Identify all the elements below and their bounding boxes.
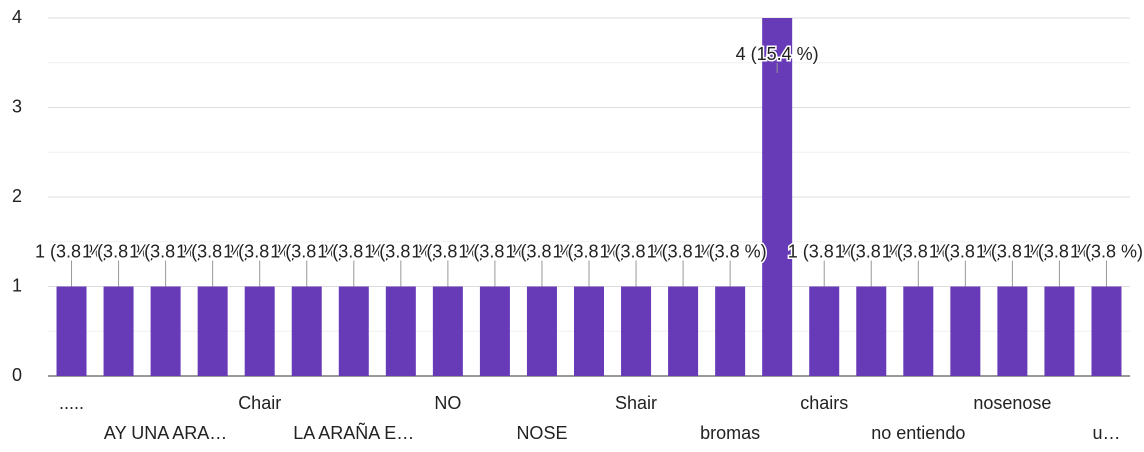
x-tick-label: u… bbox=[1092, 423, 1120, 443]
data-label: 1 (3.8 %) bbox=[505, 241, 578, 261]
y-tick-label: 3 bbox=[12, 96, 22, 116]
bar bbox=[1044, 286, 1075, 376]
x-tick-label: Shair bbox=[615, 393, 657, 413]
y-tick-label: 2 bbox=[12, 186, 22, 206]
bar bbox=[103, 286, 134, 376]
y-tick-label: 4 bbox=[12, 7, 22, 27]
bar bbox=[574, 286, 604, 376]
x-tick-label: LA ARAÑA E… bbox=[293, 422, 414, 443]
bar bbox=[150, 286, 181, 376]
data-label: 1 (3.8 %) bbox=[835, 241, 908, 261]
bar bbox=[56, 286, 87, 376]
x-tick-label: NOSE bbox=[516, 423, 567, 443]
x-tick-label: nosenose bbox=[973, 393, 1051, 413]
bar bbox=[762, 18, 793, 376]
data-label: 1 (3.8 %) bbox=[223, 241, 296, 261]
data-label: 1 (3.8 %) bbox=[929, 241, 1002, 261]
data-label: 1 (3.8 %) bbox=[364, 241, 437, 261]
data-label: 1 (3.8 %) bbox=[647, 241, 720, 261]
bar bbox=[1091, 286, 1122, 376]
bar bbox=[197, 286, 228, 376]
data-label: 4 (15.4 %) bbox=[736, 44, 819, 64]
bar bbox=[526, 286, 557, 376]
data-label: 1 (3.8 %) bbox=[35, 241, 108, 261]
data-label: 1 (3.8 %) bbox=[882, 241, 955, 261]
x-tick-label: Chair bbox=[238, 393, 281, 413]
bar bbox=[809, 286, 840, 376]
bar bbox=[668, 286, 699, 376]
data-label: 1 (3.8 %) bbox=[458, 241, 531, 261]
data-label: 1 (3.8 %) bbox=[1070, 241, 1143, 261]
x-tick-label: chairs bbox=[800, 393, 848, 413]
data-label: 1 (3.8 %) bbox=[1023, 241, 1096, 261]
bar bbox=[244, 286, 275, 376]
y-tick-label: 0 bbox=[12, 365, 22, 385]
bar bbox=[621, 286, 652, 376]
data-label: 1 (3.8 %) bbox=[552, 241, 625, 261]
bar bbox=[479, 286, 510, 376]
data-label: 1 (3.8 %) bbox=[129, 241, 202, 261]
data-label: 1 (3.8 %) bbox=[317, 241, 390, 261]
data-label: 1 (3.8 %) bbox=[694, 241, 767, 261]
bar bbox=[903, 286, 934, 376]
data-label: 1 (3.8 %) bbox=[411, 241, 484, 261]
data-label: 1 (3.8 %) bbox=[976, 241, 1049, 261]
bar bbox=[856, 286, 887, 376]
bar bbox=[950, 286, 981, 376]
bar bbox=[338, 286, 369, 376]
x-tick-label: AY UNA ARA… bbox=[104, 423, 227, 443]
data-label: 1 (3.8 %) bbox=[82, 241, 155, 261]
bar bbox=[432, 286, 463, 376]
data-label: 1 (3.8 %) bbox=[788, 241, 861, 261]
bar bbox=[997, 286, 1028, 376]
x-tick-label: bromas bbox=[700, 423, 760, 443]
bar bbox=[385, 286, 416, 376]
data-label: 1 (3.8 %) bbox=[600, 241, 673, 261]
y-tick-label: 1 bbox=[12, 275, 22, 295]
bar bbox=[715, 286, 746, 376]
x-tick-label: no entiendo bbox=[871, 423, 965, 443]
x-tick-label: ..... bbox=[59, 393, 84, 413]
bar bbox=[291, 286, 322, 376]
data-label: 1 (3.8 %) bbox=[270, 241, 343, 261]
data-label: 1 (3.8 %) bbox=[176, 241, 249, 261]
x-tick-label: NO bbox=[434, 393, 461, 413]
